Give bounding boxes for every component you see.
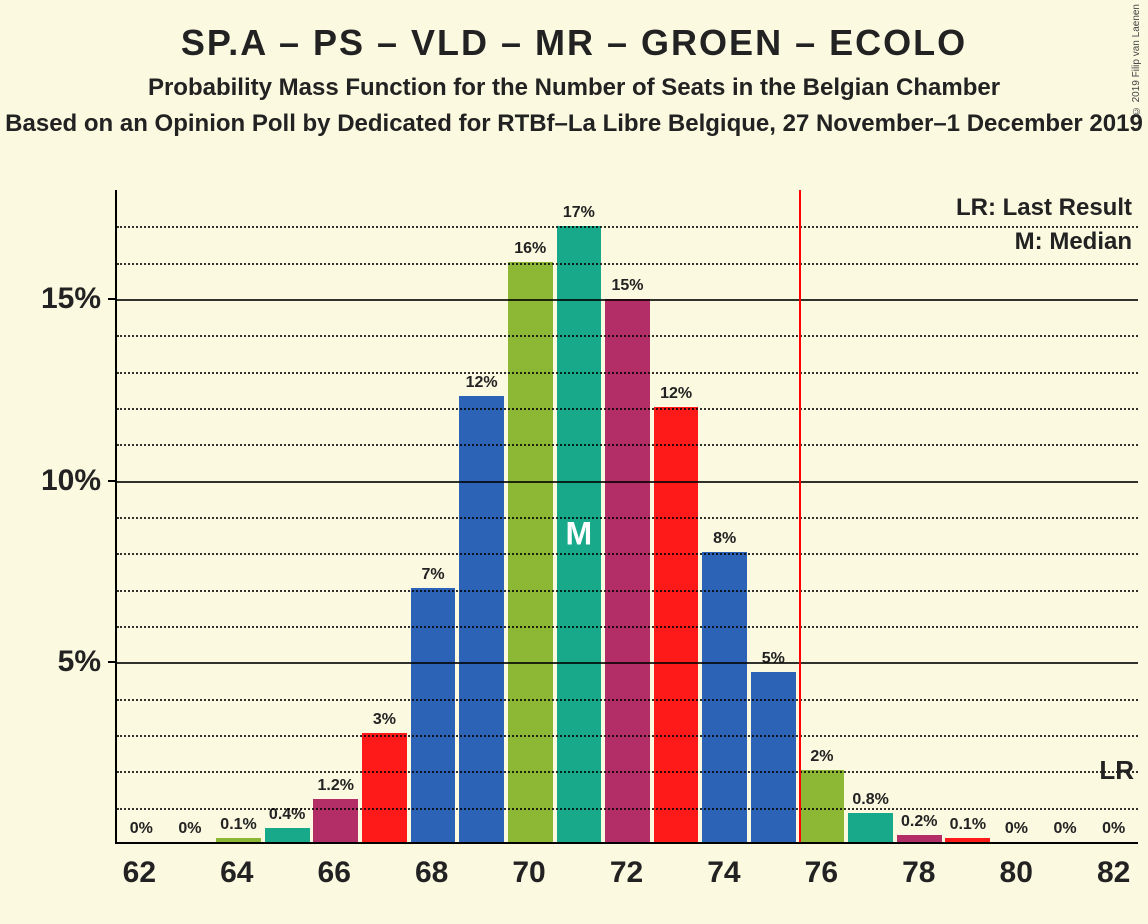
gridline-minor xyxy=(117,735,1138,737)
gridline-major xyxy=(117,481,1138,483)
bar-label: 1.2% xyxy=(318,777,354,795)
gridline-minor xyxy=(117,335,1138,337)
chart-source: Based on an Opinion Poll by Dedicated fo… xyxy=(0,110,1148,138)
gridline-minor xyxy=(117,226,1138,228)
legend-lr: LR: Last Result xyxy=(956,194,1132,222)
gridline-minor xyxy=(117,699,1138,701)
ytick-label: 10% xyxy=(41,464,101,498)
bar-label: 17% xyxy=(563,204,595,222)
bar-75: 5% xyxy=(751,672,796,842)
xtick-label: 62 xyxy=(123,856,156,890)
bar-label: 15% xyxy=(611,277,643,295)
gridline-minor xyxy=(117,372,1138,374)
xtick-label: 80 xyxy=(1000,856,1033,890)
gridline-minor xyxy=(117,444,1138,446)
bar-74: 8% xyxy=(702,552,747,842)
bar-label: 0.1% xyxy=(220,816,256,834)
ytick-mark xyxy=(108,480,115,482)
gridline-minor xyxy=(117,626,1138,628)
bar-label: 7% xyxy=(421,566,444,584)
ytick-label: 15% xyxy=(41,282,101,316)
bars-container: 0%0%0.1%0.4%1.2%3%7%12%16%17%M15%12%8%5%… xyxy=(117,190,1138,842)
gridline-minor xyxy=(117,771,1138,773)
gridline-minor xyxy=(117,808,1138,810)
legend-median: M: Median xyxy=(956,228,1132,256)
xtick-label: 72 xyxy=(610,856,643,890)
gridline-minor xyxy=(117,590,1138,592)
xtick-label: 78 xyxy=(902,856,935,890)
bar-79: 0.1% xyxy=(945,838,990,842)
bar-label: 0% xyxy=(1102,820,1125,838)
bar-label: 5% xyxy=(762,650,785,668)
chart-area: 0%0%0.1%0.4%1.2%3%7%12%16%17%M15%12%8%5%… xyxy=(0,190,1148,904)
xtick-label: 74 xyxy=(707,856,740,890)
gridline-minor xyxy=(117,553,1138,555)
bar-70: 16% xyxy=(508,262,553,842)
bar-label: 0% xyxy=(1054,820,1077,838)
bar-label: 3% xyxy=(373,711,396,729)
bar-67: 3% xyxy=(362,733,407,842)
xtick-label: 70 xyxy=(512,856,545,890)
chart-title: SP.A – PS – VLD – MR – GROEN – ECOLO xyxy=(0,0,1148,64)
bar-label: 2% xyxy=(810,748,833,766)
ytick-label: 5% xyxy=(58,645,101,679)
bar-label: 12% xyxy=(466,374,498,392)
gridline-major xyxy=(117,662,1138,664)
bar-72: 15% xyxy=(605,299,650,842)
bar-73: 12% xyxy=(654,407,699,842)
xtick-label: 64 xyxy=(220,856,253,890)
ytick-mark xyxy=(108,298,115,300)
gridline-minor xyxy=(117,408,1138,410)
bar-label: 8% xyxy=(713,530,736,548)
bar-label: 0.8% xyxy=(852,791,888,809)
gridline-minor xyxy=(117,517,1138,519)
last-result-line xyxy=(799,190,801,842)
bar-64: 0.1% xyxy=(216,838,261,842)
xtick-label: 66 xyxy=(318,856,351,890)
median-marker: M xyxy=(566,516,593,553)
bar-71: 17%M xyxy=(557,226,602,842)
bar-78: 0.2% xyxy=(897,835,942,842)
chart-subtitle: Probability Mass Function for the Number… xyxy=(0,74,1148,102)
gridline-minor xyxy=(117,263,1138,265)
plot-region: 0%0%0.1%0.4%1.2%3%7%12%16%17%M15%12%8%5%… xyxy=(115,190,1138,844)
last-result-label: LR xyxy=(1099,755,1134,786)
bar-label: 12% xyxy=(660,385,692,403)
bar-label: 0.1% xyxy=(950,816,986,834)
xtick-label: 68 xyxy=(415,856,448,890)
gridline-major xyxy=(117,299,1138,301)
bar-label: 16% xyxy=(514,240,546,258)
bar-69: 12% xyxy=(459,396,504,842)
copyright-label: © 2019 Filip van Laenen xyxy=(1131,4,1142,116)
xtick-label: 82 xyxy=(1097,856,1130,890)
bar-66: 1.2% xyxy=(313,799,358,842)
bar-76: 2% xyxy=(800,770,845,842)
ytick-mark xyxy=(108,661,115,663)
bar-77: 0.8% xyxy=(848,813,893,842)
bar-label: 0.2% xyxy=(901,813,937,831)
bar-label: 0% xyxy=(1005,820,1028,838)
xtick-label: 76 xyxy=(805,856,838,890)
bar-label: 0% xyxy=(130,820,153,838)
bar-65: 0.4% xyxy=(265,828,310,842)
x-axis-line xyxy=(115,842,1138,844)
bar-label: 0% xyxy=(178,820,201,838)
